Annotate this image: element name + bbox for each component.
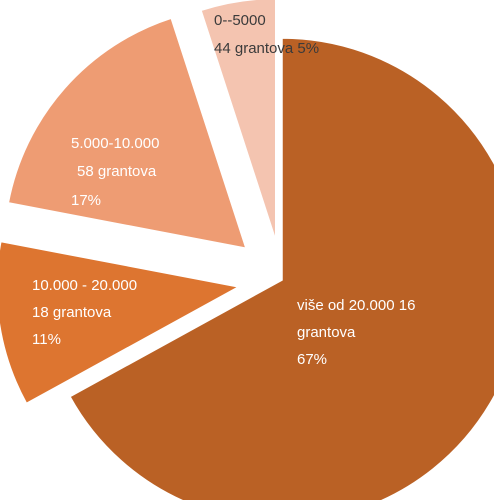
label-slice-0-count-percent: 44 grantova 5% — [214, 40, 319, 57]
label-slice-2-range: 10.000 - 20.000 — [32, 277, 137, 294]
label-slice-1-percent: 17% — [71, 192, 101, 209]
label-slice-1-range: 5.000-10.000 — [71, 135, 159, 152]
label-slice-2-count: 18 grantova — [32, 304, 112, 321]
pie-slice-1 — [7, 17, 248, 250]
label-slice-2-percent: 11% — [32, 331, 61, 348]
pie-slice-0 — [200, 0, 277, 241]
label-slice-0-range: 0--5000 — [214, 12, 266, 29]
label-slice-3-grantova: grantova — [297, 324, 356, 341]
label-slice-3-range-count: više od 20.000 16 — [297, 297, 415, 314]
pie-slice-3 — [68, 37, 494, 500]
label-slice-1-count: 58 grantova — [77, 163, 157, 180]
pie-slice-2 — [0, 240, 241, 405]
label-slice-3-percent: 67% — [297, 351, 327, 368]
